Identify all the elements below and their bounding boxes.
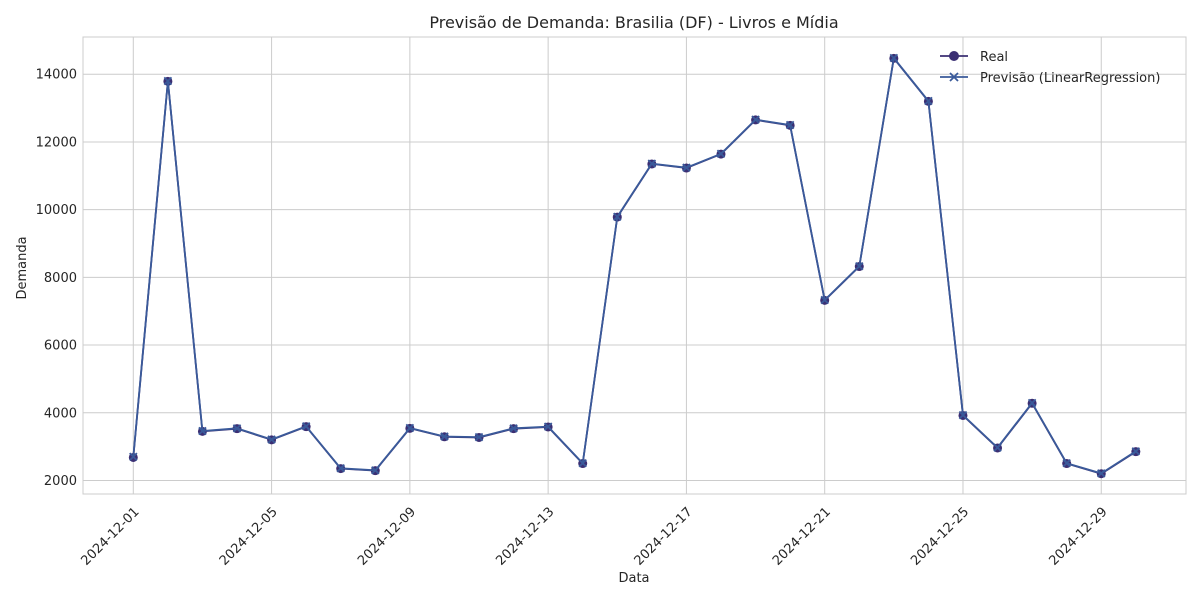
forecast-point — [336, 464, 345, 473]
plot-area — [82, 36, 1187, 495]
forecast-point — [232, 424, 242, 433]
x-tick-label: 2024-12-09 — [355, 505, 419, 569]
forecast-point — [578, 458, 587, 468]
forecast-point — [405, 423, 415, 433]
forecast-point — [440, 432, 449, 441]
y-tick-label: 12000 — [36, 135, 77, 150]
y-tick-label: 10000 — [36, 203, 77, 218]
series-line-forecast — [132, 57, 1137, 475]
legend-label-forecast: Previsão (LinearRegression) — [980, 71, 1160, 86]
forecast-point — [267, 435, 276, 444]
series-layer — [128, 53, 1141, 479]
forecast-point — [613, 212, 622, 221]
y-tick-label: 4000 — [44, 406, 77, 421]
x-tick-label: 2024-12-25 — [908, 505, 972, 569]
forecast-point — [716, 149, 726, 159]
x-tick-label: 2024-12-29 — [1046, 505, 1110, 569]
forecast-point — [855, 261, 864, 271]
forecast-point — [993, 443, 1002, 452]
forecast-point — [682, 163, 691, 172]
forecast-point — [198, 426, 207, 436]
forecast-point — [543, 422, 553, 431]
x-axis-label: Data — [618, 571, 649, 586]
x-tick-label: 2024-12-01 — [79, 505, 143, 569]
forecast-point — [1062, 458, 1071, 468]
forecast-point — [958, 410, 968, 420]
forecast-point — [129, 452, 138, 461]
forecast-point — [889, 53, 899, 63]
forecast-point — [474, 432, 484, 442]
x-tick-label: 2024-12-13 — [493, 505, 557, 569]
chart-title: Previsão de Demanda: Brasilia (DF) - Liv… — [429, 13, 838, 32]
forecast-point — [1131, 447, 1141, 456]
y-axis-ticks: 2000 4000 6000 8000 10000 12000 14000 — [36, 68, 77, 489]
forecast-point — [509, 424, 518, 433]
forecast-point — [163, 76, 173, 86]
forecast-point — [301, 422, 311, 431]
forecast-point — [820, 295, 829, 305]
y-tick-label: 8000 — [44, 271, 77, 286]
x-tick-label: 2024-12-21 — [770, 505, 834, 569]
forecast-point — [751, 115, 760, 124]
y-tick-label: 14000 — [36, 68, 77, 83]
forecast-point — [785, 120, 795, 130]
x-tick-label: 2024-12-05 — [217, 505, 281, 569]
y-tick-label: 6000 — [44, 339, 77, 354]
y-tick-label: 2000 — [44, 474, 77, 489]
forecast-point — [1097, 469, 1106, 478]
legend-label-real: Real — [980, 50, 1008, 65]
forecast-point — [1027, 398, 1037, 408]
x-tick-label: 2024-12-17 — [632, 505, 696, 569]
forecast-point — [924, 96, 933, 106]
x-axis-ticks: 2024-12-01 2024-12-05 2024-12-09 2024-12-13… — [79, 505, 1111, 569]
forecast-point — [647, 159, 657, 168]
y-axis-label: Demanda — [15, 236, 30, 299]
legend: Real Previsão (LinearRegression) — [940, 50, 1160, 86]
legend-marker-real — [949, 51, 959, 61]
legend-marker-forecast — [949, 72, 959, 82]
forecast-point — [371, 466, 380, 475]
